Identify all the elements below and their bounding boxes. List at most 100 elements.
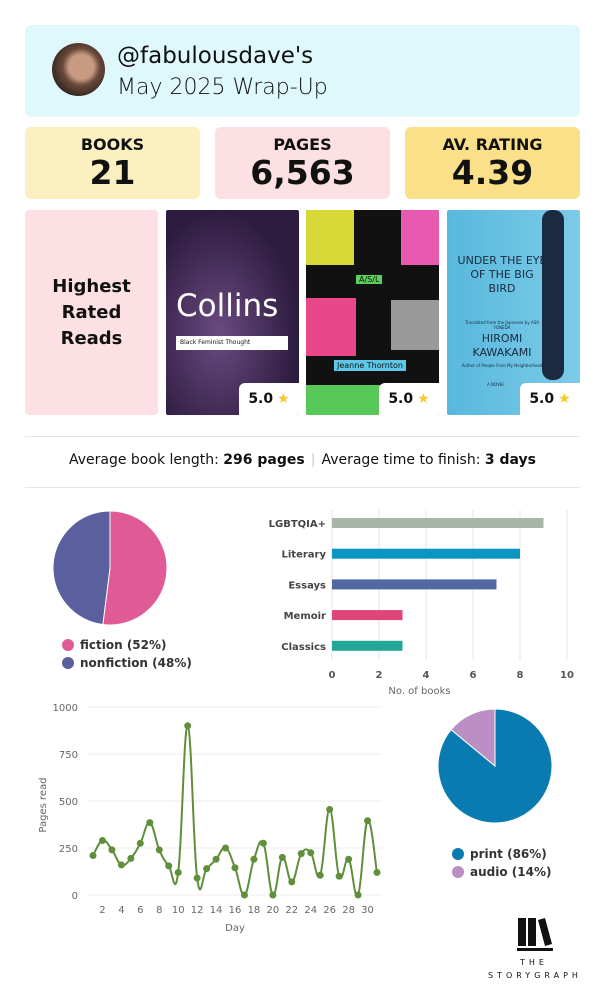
data-point [345, 855, 353, 863]
rating-value: 5.0 [388, 391, 414, 407]
y-category-label: Essays [288, 580, 326, 591]
y-category-label: LGBTQIA+ [269, 519, 326, 530]
data-point [335, 872, 343, 880]
cover-title: UNDER THE EYE OF THE BIG BIRD [457, 254, 547, 295]
data-point [373, 868, 381, 876]
x-tick-label: 8 [517, 670, 524, 681]
data-point [98, 836, 106, 844]
x-tick-label: 0 [329, 670, 336, 681]
data-point [146, 819, 154, 827]
book-cover-1[interactable]: Collins Black Feminist Thought 5.0 ★ [166, 210, 299, 415]
avg-length-label: Average book length: [68, 452, 219, 468]
data-point [354, 891, 362, 899]
brand-line2: STORYGRAPH [488, 971, 582, 980]
pie-slice [102, 510, 168, 626]
y-tick-label: 750 [59, 750, 78, 761]
x-axis-label: Day [225, 923, 245, 934]
data-point [250, 855, 258, 863]
rating-badge: 5.0 ★ [239, 383, 299, 415]
rating-badge: 5.0 ★ [379, 383, 439, 415]
data-point [108, 846, 116, 854]
x-tick-label: 2 [99, 905, 105, 916]
data-point [326, 805, 334, 813]
avg-length-value: 296 pages [223, 452, 305, 468]
x-tick-label: 22 [285, 905, 298, 916]
y-axis-label: Pages read [38, 777, 49, 832]
x-tick-label: 18 [248, 905, 261, 916]
stat-value: 4.39 [451, 153, 534, 192]
legend-item: nonfiction (48%) [62, 654, 192, 672]
cover-title: Collins [176, 288, 279, 324]
book-cover-2[interactable]: A/S/L Jeanne Thornton 5.0 ★ [306, 210, 439, 415]
bar [332, 610, 403, 621]
rating-value: 5.0 [248, 391, 274, 407]
cover-tagline: A NOVEL [487, 382, 505, 387]
x-tick-label: 10 [172, 905, 185, 916]
avg-time-value: 3 days [484, 452, 537, 468]
format-pie-chart [437, 708, 553, 824]
data-point [364, 817, 372, 825]
legend-swatch [62, 657, 74, 669]
star-icon: ★ [558, 391, 571, 407]
avatar[interactable] [52, 43, 105, 96]
x-tick-label: 4 [118, 905, 124, 916]
data-point [117, 861, 125, 869]
data-point [174, 868, 182, 876]
divider [25, 487, 580, 488]
data-point [184, 722, 192, 730]
stat-value: 6,563 [250, 153, 355, 192]
x-tick-label: 20 [266, 905, 279, 916]
data-point [193, 874, 201, 882]
y-category-label: Memoir [284, 611, 326, 622]
x-axis-label: No. of books [388, 686, 450, 697]
x-tick-label: 30 [361, 905, 374, 916]
legend-swatch [452, 848, 464, 860]
y-tick-label: 0 [72, 891, 78, 902]
star-icon: ★ [277, 391, 290, 407]
x-tick-label: 28 [342, 905, 355, 916]
format-legend: print (86%) audio (14%) [452, 845, 551, 881]
book-cover-3[interactable]: UNDER THE EYE OF THE BIG BIRD Translated… [447, 210, 580, 415]
y-category-label: Classics [281, 642, 326, 653]
stat-avg-rating: AV. RATING 4.39 [405, 127, 580, 199]
fiction-legend: fiction (52%) nonfiction (48%) [62, 636, 192, 672]
data-point [165, 862, 173, 870]
pie-slice [450, 708, 496, 768]
cover-subtitle: Black Feminist Thought [176, 336, 288, 350]
data-point [127, 854, 135, 862]
y-tick-label: 500 [59, 797, 78, 808]
data-point [240, 891, 248, 899]
y-category-label: Literary [282, 550, 327, 561]
data-point [297, 850, 305, 858]
y-tick-label: 1000 [53, 703, 78, 714]
fiction-pie-chart [52, 510, 168, 626]
legend-label: fiction (52%) [80, 638, 167, 652]
data-point [222, 844, 230, 852]
bar [332, 548, 520, 559]
stat-label: PAGES [273, 135, 332, 154]
cover-title: A/S/L [356, 275, 383, 284]
x-tick-label: 10 [560, 670, 574, 681]
legend-swatch [62, 639, 74, 651]
legend-item: print (86%) [452, 845, 551, 863]
x-tick-label: 12 [191, 905, 204, 916]
legend-item: fiction (52%) [62, 636, 192, 654]
data-point [278, 853, 286, 861]
rating-value: 5.0 [529, 391, 555, 407]
legend-swatch [452, 866, 464, 878]
x-tick-label: 26 [323, 905, 336, 916]
data-point [212, 855, 220, 863]
x-tick-label: 4 [423, 670, 430, 681]
y-tick-label: 250 [59, 844, 78, 855]
stat-label: BOOKS [80, 135, 145, 154]
bar [332, 579, 497, 590]
x-tick-label: 24 [304, 905, 317, 916]
legend-item: audio (14%) [452, 863, 551, 881]
cover-translator: Translated from the Japanese by ASA YONE… [464, 320, 540, 330]
username: @fabulousdave's [117, 43, 314, 69]
avg-time-label: Average time to finish: [321, 452, 481, 468]
cover-author: HIROMI KAWAKAMI [472, 332, 532, 359]
data-point [231, 864, 239, 872]
storygraph-logo[interactable]: THE STORYGRAPH [488, 916, 580, 980]
